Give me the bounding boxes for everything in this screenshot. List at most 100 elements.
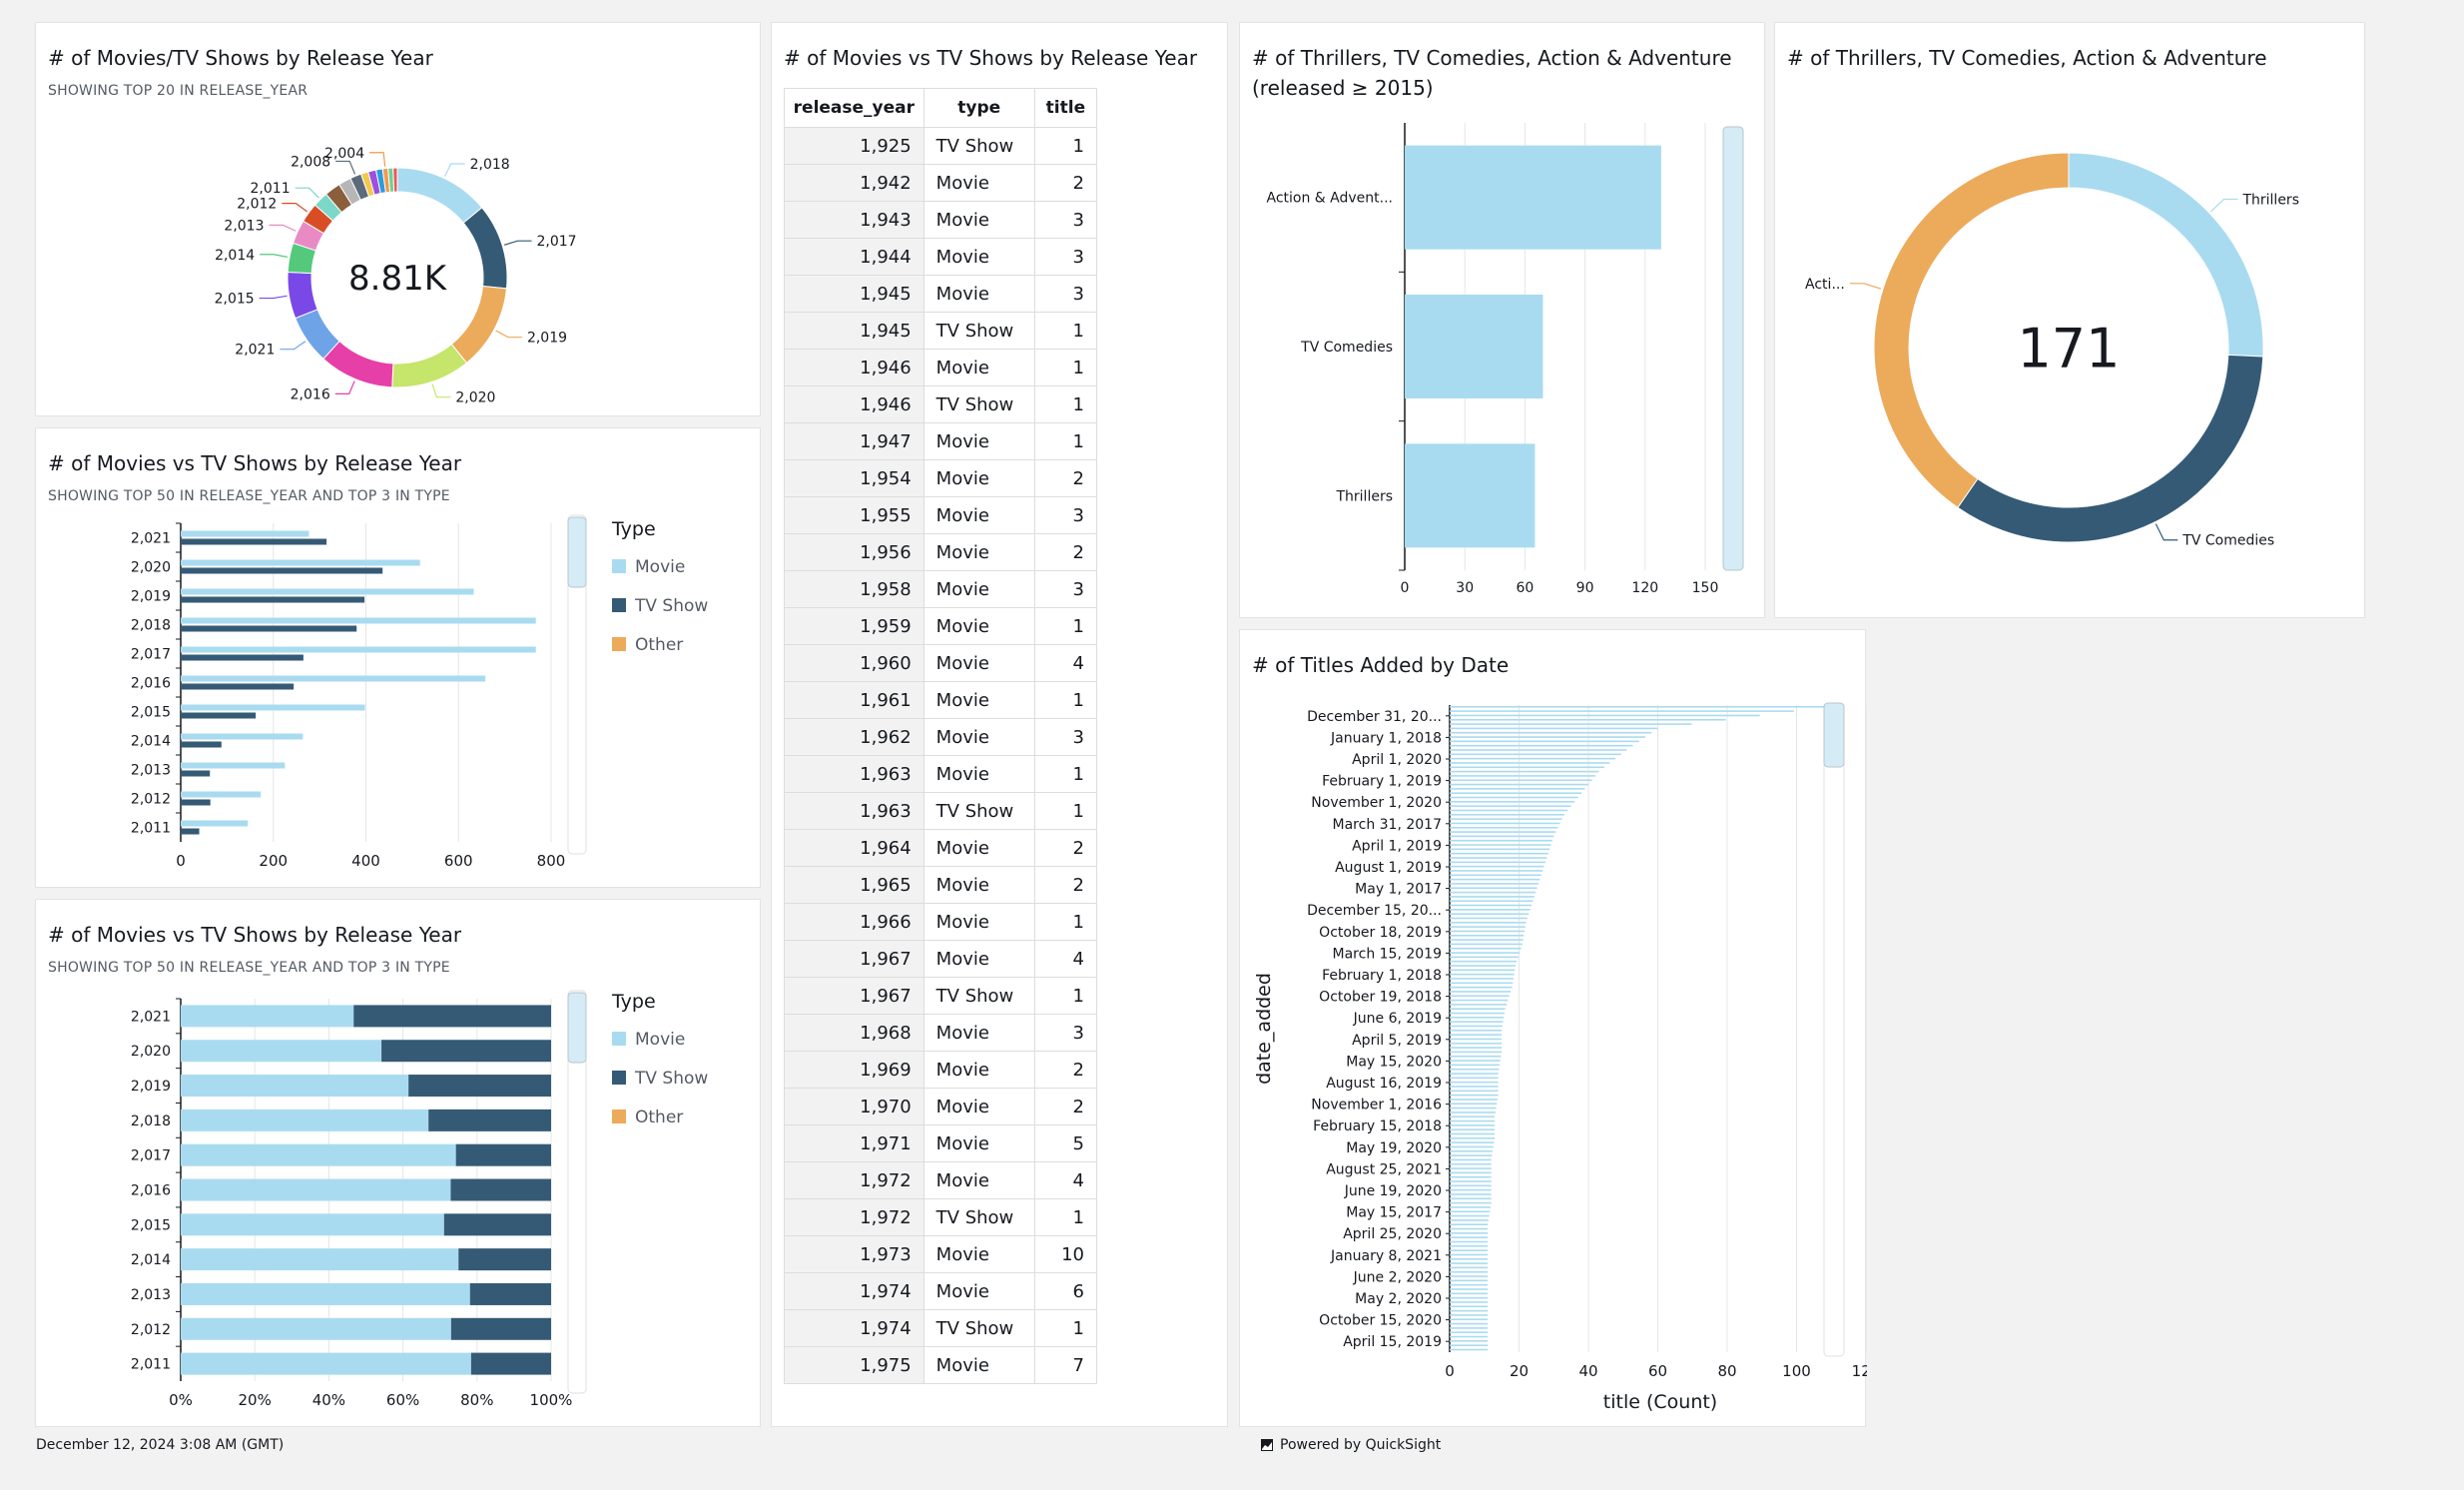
scrollbar-thumb[interactable]	[1722, 126, 1744, 571]
bar[interactable]	[1450, 1257, 1489, 1260]
bar[interactable]	[1450, 1017, 1505, 1019]
bar[interactable]	[181, 1040, 382, 1063]
grouped-bar-chart[interactable]: 0 200 400 600 800 2,021 2,020 2,019 2,018 2,017 2,…	[36, 428, 762, 889]
stacked-bar-chart[interactable]: 0% 20% 40% 60% 80% 100% 2,021 2,020 2,019 2,018 2,…	[36, 900, 762, 1428]
bar[interactable]	[1450, 1012, 1505, 1015]
bar[interactable]	[1450, 891, 1537, 894]
table-row[interactable]: 1,956 Movie 2	[784, 533, 1098, 571]
bar[interactable]	[455, 1143, 551, 1166]
bar[interactable]	[1450, 1227, 1489, 1230]
bar[interactable]	[1450, 930, 1526, 933]
bar[interactable]	[181, 625, 357, 632]
table-row[interactable]: 1,945 TV Show 1	[784, 312, 1098, 350]
bar[interactable]	[1450, 706, 1828, 708]
bar[interactable]	[1450, 1253, 1489, 1256]
donut-slice[interactable]	[396, 167, 483, 224]
table-row[interactable]: 1,969 Movie 2	[784, 1051, 1098, 1089]
bar[interactable]	[353, 1005, 551, 1028]
bar[interactable]	[1450, 1301, 1489, 1303]
bar[interactable]	[1450, 861, 1545, 864]
scrollbar-thumb[interactable]	[567, 516, 587, 588]
bar[interactable]	[1450, 1025, 1503, 1028]
bar[interactable]	[1450, 1145, 1494, 1148]
bar[interactable]	[1450, 1206, 1492, 1208]
bar[interactable]	[1450, 1042, 1503, 1045]
bar[interactable]	[1450, 1047, 1503, 1049]
scrollbar-track[interactable]	[1823, 702, 1845, 1357]
bar[interactable]	[1450, 904, 1533, 907]
bar[interactable]	[181, 820, 249, 827]
bar[interactable]	[1450, 1175, 1492, 1178]
bar[interactable]	[1450, 1275, 1489, 1277]
table-row[interactable]: 1,975 Movie 7	[784, 1346, 1098, 1384]
titles-added-bar-chart[interactable]: 0 20 40 60 80 100 120 December 31, 20... January…	[1240, 630, 1867, 1428]
table-row[interactable]: 1,967 TV Show 1	[784, 977, 1098, 1015]
bar[interactable]	[1450, 848, 1550, 851]
bar[interactable]	[1450, 736, 1645, 738]
bar[interactable]	[1450, 969, 1516, 972]
bar[interactable]	[1450, 1180, 1492, 1182]
table-row[interactable]: 1,968 Movie 3	[784, 1014, 1098, 1052]
bar[interactable]	[181, 712, 257, 719]
bar[interactable]	[1450, 766, 1604, 769]
bar[interactable]	[1450, 1004, 1507, 1006]
bar[interactable]	[1450, 796, 1578, 799]
bar[interactable]	[1450, 1055, 1502, 1058]
bar[interactable]	[1450, 857, 1547, 859]
column-header-title[interactable]: title	[1033, 88, 1098, 128]
bar[interactable]	[1450, 1149, 1494, 1152]
donut-chart[interactable]: 2,018 2,017 2,019 2,020 2,016 2,021 2,015 2,014…	[36, 58, 762, 417]
bar[interactable]	[1450, 1090, 1499, 1093]
bar[interactable]	[1450, 934, 1525, 937]
bar[interactable]	[181, 588, 474, 595]
bar[interactable]	[1450, 762, 1610, 764]
bar[interactable]	[1450, 1021, 1504, 1023]
bar[interactable]	[1450, 1309, 1489, 1312]
bar[interactable]	[181, 530, 309, 537]
bar[interactable]	[181, 559, 420, 566]
bar[interactable]	[1450, 1107, 1497, 1110]
bar[interactable]	[181, 1352, 471, 1375]
bar[interactable]	[1450, 1034, 1503, 1036]
bar[interactable]	[1450, 714, 1760, 717]
bar[interactable]	[1450, 1094, 1499, 1097]
bar[interactable]	[1450, 809, 1568, 812]
bar[interactable]	[181, 1178, 451, 1201]
bar[interactable]	[1450, 1240, 1489, 1243]
bar[interactable]	[1450, 801, 1575, 803]
bar[interactable]	[450, 1178, 551, 1201]
bar[interactable]	[1450, 1184, 1492, 1187]
table-row[interactable]: 1,942 Movie 2	[784, 164, 1098, 202]
bar[interactable]	[1450, 1249, 1489, 1251]
bar[interactable]	[1450, 1232, 1489, 1234]
bar[interactable]	[181, 762, 286, 769]
bar[interactable]	[1450, 839, 1552, 842]
bar[interactable]	[1450, 1060, 1501, 1062]
bar[interactable]	[1450, 1099, 1498, 1101]
table-row[interactable]: 1,962 Movie 3	[784, 718, 1098, 756]
bar[interactable]	[181, 770, 211, 777]
bar[interactable]	[1450, 960, 1518, 963]
bar[interactable]	[181, 646, 536, 653]
bar[interactable]	[181, 538, 327, 545]
genre-bar-chart[interactable]: 0 30 60 90 120 150 Action & Advent... TV Comedi…	[1240, 23, 1766, 619]
bar[interactable]	[1450, 1193, 1492, 1195]
bar[interactable]	[1450, 1171, 1492, 1174]
bar[interactable]	[1450, 792, 1582, 794]
bar[interactable]	[458, 1248, 551, 1271]
bar[interactable]	[1450, 835, 1554, 838]
scrollbar-track[interactable]	[567, 990, 587, 1394]
bar[interactable]	[1450, 1128, 1496, 1130]
bar[interactable]	[181, 791, 262, 798]
bar[interactable]	[1450, 870, 1543, 872]
bar[interactable]	[1450, 1141, 1495, 1143]
bar[interactable]	[1450, 1081, 1499, 1084]
bar[interactable]	[181, 741, 222, 748]
bar[interactable]	[1450, 1322, 1489, 1325]
bar[interactable]	[181, 675, 486, 682]
bar[interactable]	[181, 617, 536, 624]
table-row[interactable]: 1,971 Movie 5	[784, 1124, 1098, 1162]
bar[interactable]	[1450, 710, 1794, 712]
bar[interactable]	[181, 1075, 409, 1098]
bar[interactable]	[181, 1109, 429, 1131]
